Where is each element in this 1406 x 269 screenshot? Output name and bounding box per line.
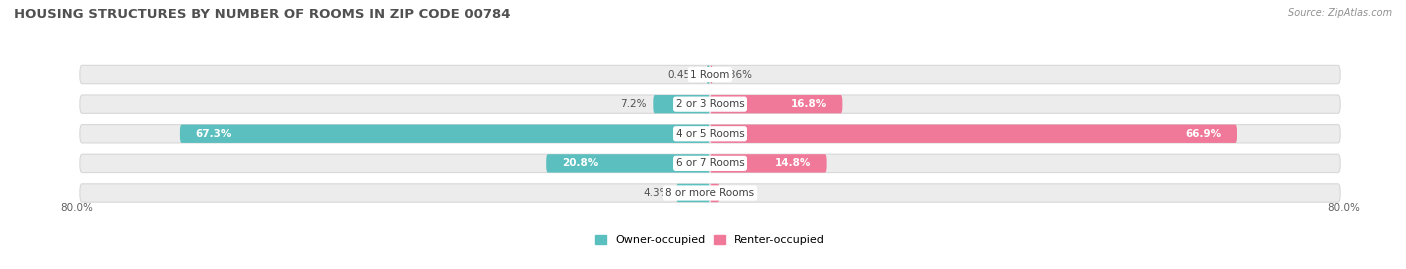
Text: 2 or 3 Rooms: 2 or 3 Rooms	[676, 99, 744, 109]
Text: 1.2%: 1.2%	[725, 188, 752, 198]
Text: 14.8%: 14.8%	[775, 158, 811, 168]
FancyBboxPatch shape	[706, 65, 710, 84]
FancyBboxPatch shape	[710, 154, 827, 172]
Text: 80.0%: 80.0%	[1327, 203, 1360, 213]
FancyBboxPatch shape	[80, 154, 1340, 172]
Text: 0.45%: 0.45%	[668, 69, 700, 80]
Text: Source: ZipAtlas.com: Source: ZipAtlas.com	[1288, 8, 1392, 18]
FancyBboxPatch shape	[654, 95, 710, 113]
Text: 6 or 7 Rooms: 6 or 7 Rooms	[676, 158, 744, 168]
FancyBboxPatch shape	[80, 65, 1340, 84]
FancyBboxPatch shape	[80, 125, 1340, 143]
FancyBboxPatch shape	[546, 154, 710, 172]
FancyBboxPatch shape	[710, 95, 842, 113]
FancyBboxPatch shape	[676, 184, 710, 202]
FancyBboxPatch shape	[180, 125, 710, 143]
Text: 7.2%: 7.2%	[620, 99, 647, 109]
FancyBboxPatch shape	[710, 125, 1237, 143]
Text: 67.3%: 67.3%	[195, 129, 232, 139]
Text: 4 or 5 Rooms: 4 or 5 Rooms	[676, 129, 744, 139]
Text: 16.8%: 16.8%	[790, 99, 827, 109]
Text: 8 or more Rooms: 8 or more Rooms	[665, 188, 755, 198]
Text: 4.3%: 4.3%	[644, 188, 669, 198]
Text: HOUSING STRUCTURES BY NUMBER OF ROOMS IN ZIP CODE 00784: HOUSING STRUCTURES BY NUMBER OF ROOMS IN…	[14, 8, 510, 21]
FancyBboxPatch shape	[80, 95, 1340, 113]
Legend: Owner-occupied, Renter-occupied: Owner-occupied, Renter-occupied	[595, 235, 825, 245]
Text: 1 Room: 1 Room	[690, 69, 730, 80]
Text: 80.0%: 80.0%	[60, 203, 93, 213]
FancyBboxPatch shape	[710, 65, 713, 84]
Text: 66.9%: 66.9%	[1185, 129, 1222, 139]
FancyBboxPatch shape	[710, 184, 720, 202]
FancyBboxPatch shape	[80, 184, 1340, 202]
Text: 20.8%: 20.8%	[562, 158, 598, 168]
Text: 0.36%: 0.36%	[718, 69, 752, 80]
